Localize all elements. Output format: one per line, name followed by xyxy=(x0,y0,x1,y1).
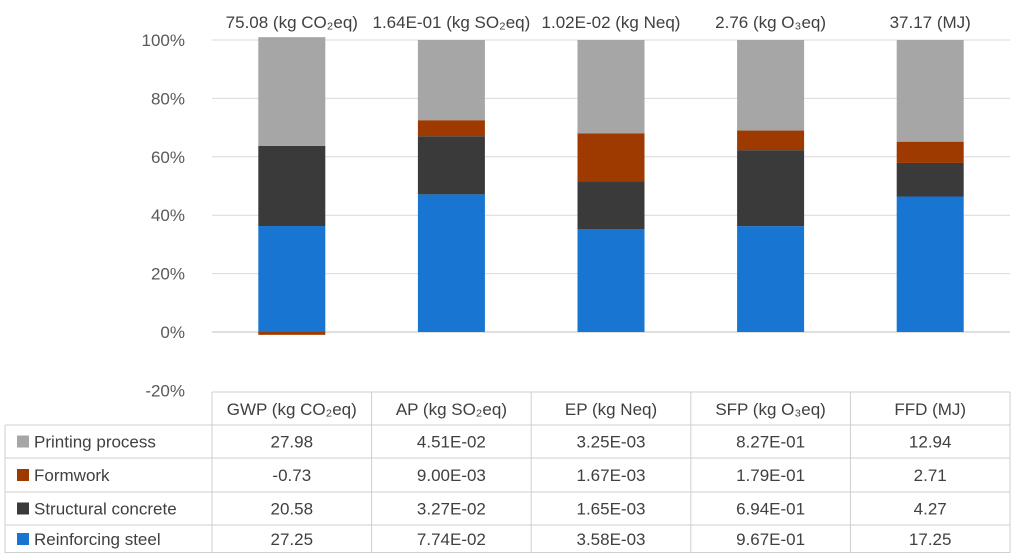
bar-segment xyxy=(418,194,485,332)
y-tick-label: 100% xyxy=(142,31,185,50)
bar-segment xyxy=(897,40,964,142)
total-label: 2.76 (kg O₃eq) xyxy=(715,13,826,32)
y-tick-label: -20% xyxy=(145,381,185,400)
category-label: AP (kg SO₂eq) xyxy=(396,400,507,419)
table-cell: 9.00E-03 xyxy=(417,466,486,485)
legend-label: Structural concrete xyxy=(34,500,177,519)
bar-segment xyxy=(897,196,964,332)
legend-label: Formwork xyxy=(34,466,110,485)
table-cell: 20.58 xyxy=(271,500,314,519)
table-cell: 4.27 xyxy=(914,500,947,519)
table-cell: 12.94 xyxy=(909,433,952,452)
y-tick-label: 20% xyxy=(151,265,185,284)
table-cell: 1.79E-01 xyxy=(736,466,805,485)
bar-segment xyxy=(258,332,325,335)
bar-segment xyxy=(897,142,964,163)
bars xyxy=(258,37,963,335)
bar-segment xyxy=(737,131,804,151)
bar-segment xyxy=(578,182,645,229)
category-label: EP (kg Neq) xyxy=(565,400,657,419)
table-cell: 2.71 xyxy=(914,466,947,485)
total-labels: 75.08 (kg CO₂eq) 1.64E-01 (kg SO₂eq) 1.02E… xyxy=(226,13,971,32)
bar-segment xyxy=(578,40,645,133)
table-cell: 7.74E-02 xyxy=(417,530,486,549)
table-cell: -0.73 xyxy=(272,466,311,485)
y-tick-label: 40% xyxy=(151,206,185,225)
total-label: 1.64E-01 (kg SO₂eq) xyxy=(373,13,531,32)
legend-swatch xyxy=(17,469,29,481)
legend-label: Reinforcing steel xyxy=(34,530,161,549)
bar-segment xyxy=(418,40,485,120)
bar-segment xyxy=(737,226,804,332)
table-cell: 17.25 xyxy=(909,530,952,549)
category-label: GWP (kg CO₂eq) xyxy=(227,400,357,419)
table-cell: 3.25E-03 xyxy=(577,433,646,452)
y-axis-ticks: 100% 80% 60% 40% 20% 0% -20% xyxy=(142,31,185,400)
y-tick-label: 80% xyxy=(151,89,185,108)
bar-segment xyxy=(737,150,804,226)
legend-swatch xyxy=(17,503,29,515)
bar-segment xyxy=(418,120,485,136)
legend-swatch xyxy=(17,533,29,545)
category-label: FFD (MJ) xyxy=(894,400,966,419)
y-tick-label: 0% xyxy=(160,323,185,342)
total-label: 37.17 (MJ) xyxy=(890,13,971,32)
table-cell: 3.58E-03 xyxy=(577,530,646,549)
table-cell: 4.51E-02 xyxy=(417,433,486,452)
table-cell: 8.27E-01 xyxy=(736,433,805,452)
total-label: 75.08 (kg CO₂eq) xyxy=(226,13,358,32)
bar-segment xyxy=(578,133,645,181)
category-label: SFP (kg O₃eq) xyxy=(715,400,826,419)
table-cell: 27.98 xyxy=(271,433,314,452)
legend-label: Printing process xyxy=(34,433,156,452)
table-cell: 27.25 xyxy=(271,530,314,549)
bar-segment xyxy=(258,226,325,332)
table-cell: 6.94E-01 xyxy=(736,500,805,519)
bar-segment xyxy=(737,40,804,131)
bar-segment xyxy=(258,37,325,146)
bar-segment xyxy=(578,229,645,332)
total-label: 1.02E-02 (kg Neq) xyxy=(542,13,681,32)
bar-segment xyxy=(897,163,964,197)
data-table: GWP (kg CO₂eq) AP (kg SO₂eq) EP (kg Neq) SF… xyxy=(5,392,1010,553)
table-cell: 3.27E-02 xyxy=(417,500,486,519)
table-cell: 1.65E-03 xyxy=(577,500,646,519)
legend-swatch xyxy=(17,436,29,448)
table-cell: 1.67E-03 xyxy=(577,466,646,485)
y-tick-label: 60% xyxy=(151,148,185,167)
bar-segment xyxy=(258,146,325,226)
bar-segment xyxy=(418,136,485,194)
table-cell: 9.67E-01 xyxy=(736,530,805,549)
